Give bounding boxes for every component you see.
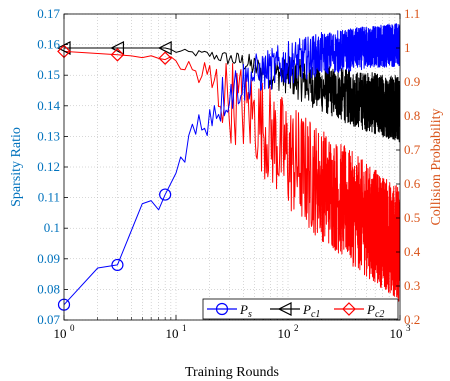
marker-pc1	[157, 41, 172, 55]
left-tick-label: 0.16	[37, 37, 60, 52]
x-tick-label: 10	[166, 326, 179, 341]
left-tick-label: 0.17	[37, 6, 60, 21]
right-tick-label: 0.6	[404, 176, 421, 191]
right-tick-label: 0.5	[404, 210, 420, 225]
series-line-pc1	[64, 47, 400, 143]
right-tick-label: 0.4	[404, 244, 421, 259]
right-tick-label: 0.2	[404, 312, 420, 327]
right-axis: 0.2 0.3 0.4 0.5 0.6 0.7 0.8 0.9 1 1.1	[396, 6, 421, 327]
x-tick-exponent: 3	[406, 323, 411, 333]
legend-marker-ps	[215, 302, 229, 316]
left-tick-label: 0.09	[37, 251, 60, 266]
left-tick-label: 0.14	[37, 98, 60, 113]
left-tick-label: 0.11	[38, 190, 60, 205]
left-tick-label: 0.1	[44, 220, 60, 235]
right-tick-label: 1.1	[404, 6, 420, 21]
x-tick-label: 10	[278, 326, 291, 341]
legend-marker-pc1	[277, 302, 292, 316]
x-tick-exponent: 0	[70, 323, 75, 333]
x-tick-exponent: 2	[294, 323, 299, 333]
right-tick-label: 0.9	[404, 74, 420, 89]
marker-pc1	[110, 41, 125, 55]
series-layer	[64, 23, 400, 306]
left-tick-label: 0.08	[37, 281, 60, 296]
x-axis: 10 0 10 1 10 2 10 3	[54, 14, 411, 341]
right-axis-label: Collision Probability	[429, 108, 444, 225]
x-axis-label: Training Rounds	[185, 365, 279, 380]
left-tick-label: 0.13	[37, 128, 60, 143]
x-tick-label: 10	[54, 326, 67, 341]
right-tick-label: 0.8	[404, 108, 420, 123]
legend-marker-pc2	[342, 302, 356, 316]
series-line-ps	[64, 23, 400, 306]
marker-ps	[159, 188, 172, 201]
left-tick-label: 0.07	[37, 312, 60, 327]
right-tick-label: 0.3	[404, 278, 420, 293]
marker-pc2	[110, 47, 125, 62]
left-axis: 0.07 0.08 0.09 0.1 0.11 0.12 0.13 0.14 0.15 0.16 0…	[37, 6, 68, 327]
right-tick-label: 0.7	[404, 142, 421, 157]
legend: Ps Pc1 Pc2	[202, 298, 399, 320]
marker-pc2	[158, 51, 172, 66]
marker-ps	[111, 258, 124, 272]
left-tick-label: 0.12	[37, 159, 60, 174]
series-line-pc2	[64, 50, 400, 302]
left-axis-label: Sparsity Ratio	[9, 127, 24, 207]
x-tick-exponent: 1	[182, 323, 187, 333]
x-tick-label: 10	[390, 326, 403, 341]
right-tick-label: 1	[404, 40, 411, 55]
left-tick-label: 0.15	[37, 67, 60, 82]
